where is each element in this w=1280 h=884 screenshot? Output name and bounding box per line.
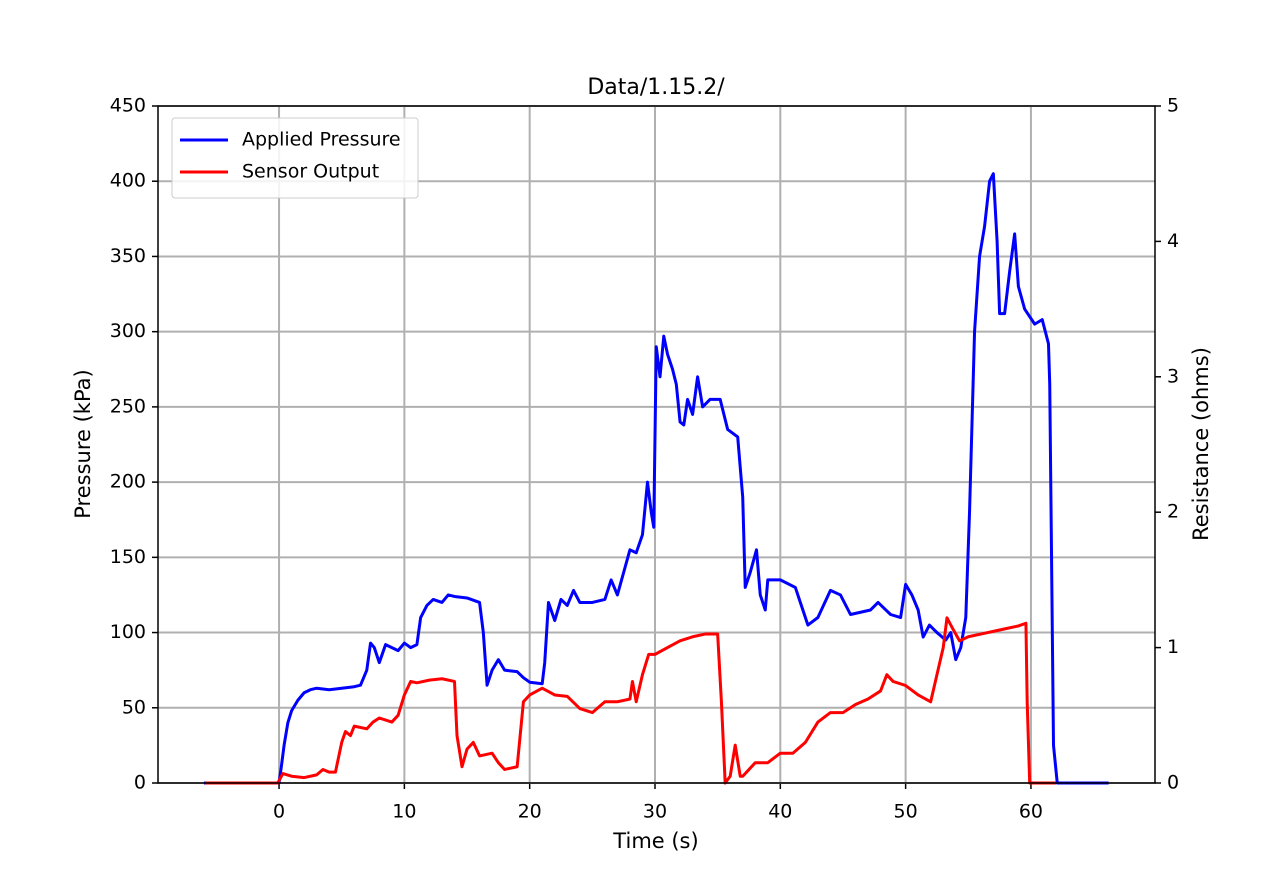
y-tick-label: 0 [134, 772, 146, 794]
y-tick-label: 50 [122, 696, 146, 718]
legend-label: Applied Pressure [242, 129, 401, 151]
y-tick-label: 150 [110, 546, 146, 568]
x-tick-label: 10 [392, 801, 416, 823]
legend-box [171, 117, 419, 199]
y-tick-label: 100 [110, 621, 146, 643]
x-tick-label: 20 [518, 801, 542, 823]
y2-tick-label: 1 [1167, 636, 1179, 658]
x-tick-label: 50 [894, 801, 918, 823]
x-tick-label: 30 [643, 801, 667, 823]
legend-label: Sensor Output [242, 161, 379, 183]
y2-tick-label: 4 [1167, 230, 1179, 252]
data-line [205, 616, 1056, 785]
y2-tick-label: 0 [1167, 772, 1179, 794]
x-tick-label: 0 [273, 801, 285, 823]
y-tick-label: 450 [110, 95, 146, 117]
x-axis-label: Time (s) [612, 829, 698, 853]
data-line [203, 172, 1109, 785]
y2-tick-label: 2 [1167, 501, 1179, 523]
y-tick-label: 200 [110, 471, 146, 493]
y-tick-label: 400 [110, 170, 146, 192]
y-axis-label: Pressure (kPa) [71, 369, 95, 518]
y2-tick-label: 5 [1167, 95, 1179, 117]
y-tick-label: 250 [110, 395, 146, 417]
y2-axis-label: Resistance (ohms) [1189, 347, 1213, 541]
plot-frame [157, 105, 1156, 784]
y-tick-label: 300 [110, 320, 146, 342]
y2-tick-label: 3 [1167, 365, 1179, 387]
x-tick-label: 40 [768, 801, 792, 823]
legend: Applied Pressure Sensor Output [171, 117, 419, 199]
x-tick-label: 60 [1019, 801, 1043, 823]
chart-title: Data/1.15.2/ [587, 75, 725, 100]
y-tick-label: 350 [110, 245, 146, 267]
